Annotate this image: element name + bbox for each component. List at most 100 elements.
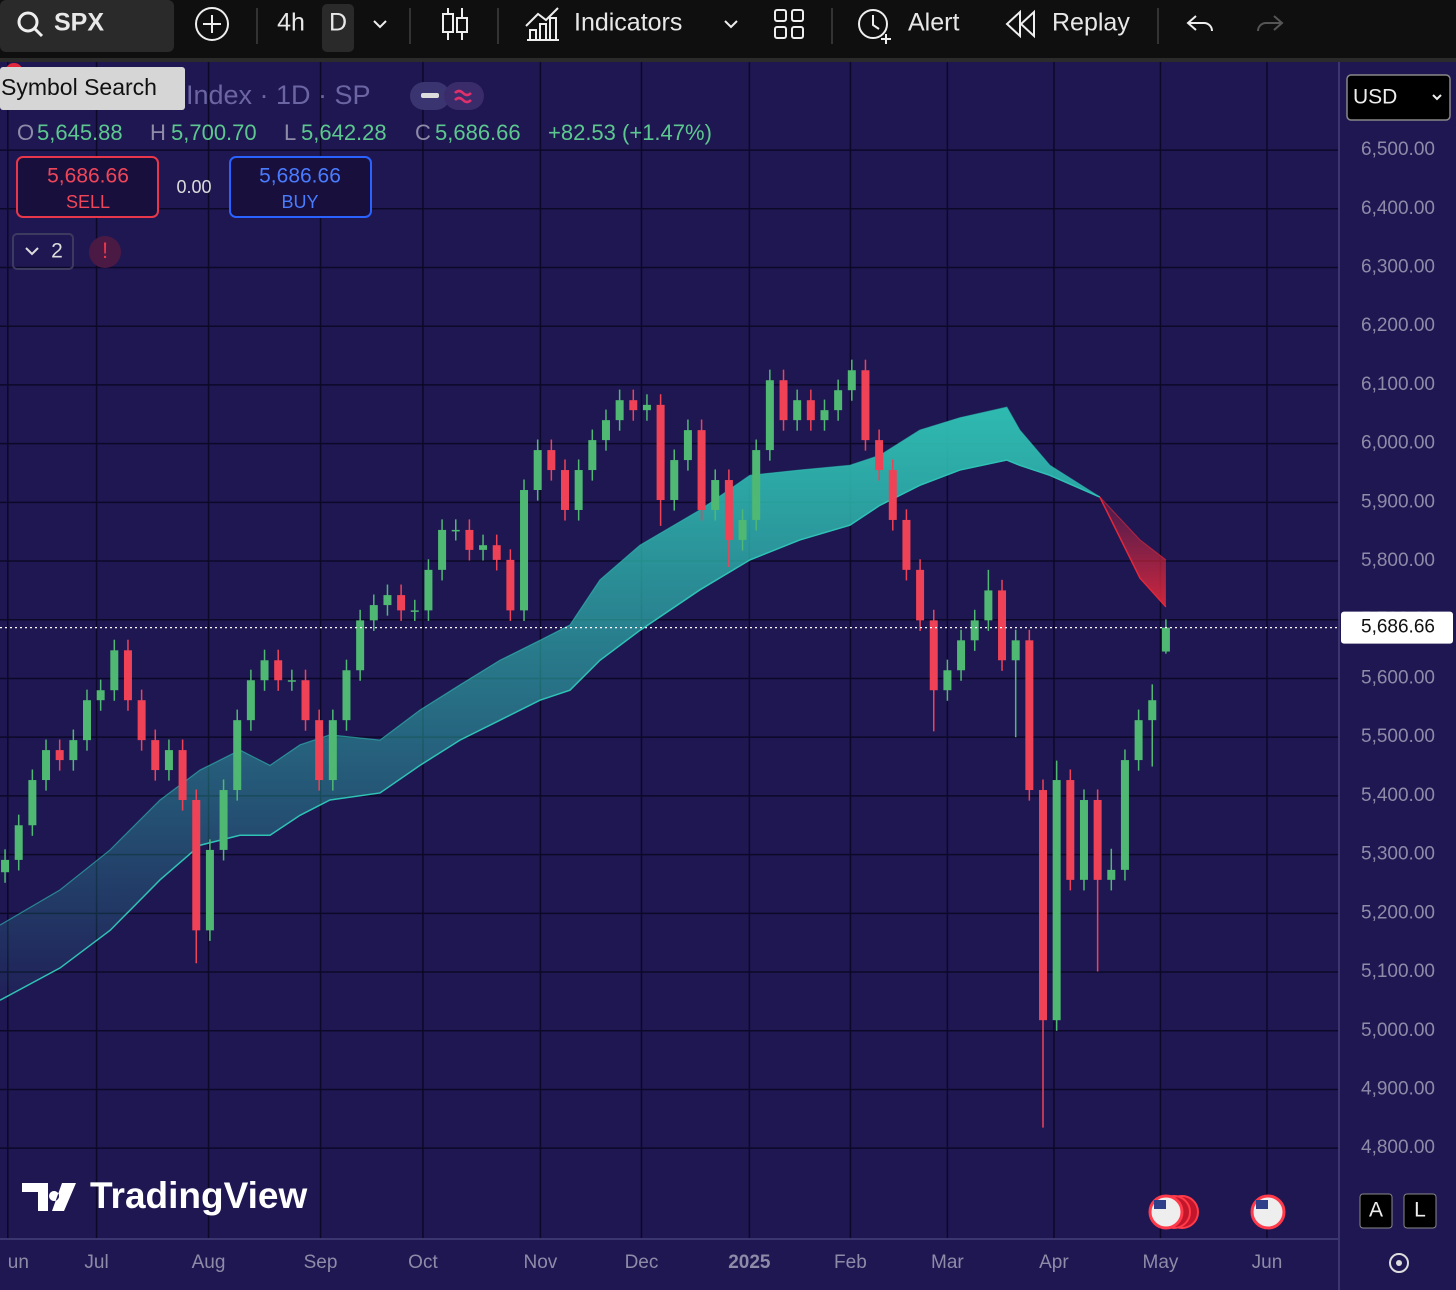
indicators-toggle[interactable] — [12, 233, 74, 270]
candle-body — [683, 430, 692, 461]
candle-body — [315, 720, 324, 781]
x-tick-label: Feb — [834, 1252, 867, 1273]
currency: USD — [1353, 86, 1397, 109]
redo-button[interactable] — [1257, 15, 1284, 32]
candle-body — [793, 400, 802, 421]
warning-badge[interactable] — [89, 236, 121, 268]
y-tick-label: 5,600.00 — [1361, 667, 1435, 688]
sell-label: SELL — [66, 192, 110, 212]
ohlc-label: O — [17, 120, 34, 145]
candle-body — [806, 400, 815, 421]
tv-logo — [22, 1183, 76, 1211]
y-tick-label: 4,800.00 — [1361, 1137, 1435, 1158]
replay-icon[interactable] — [1005, 9, 1035, 39]
candle-body — [28, 780, 37, 826]
candle-body — [438, 529, 447, 570]
candle-body — [1107, 869, 1116, 880]
candle-body — [246, 680, 255, 721]
sell-button[interactable] — [16, 156, 159, 218]
interval-button[interactable]: D — [329, 9, 347, 37]
indicators-icon[interactable] — [525, 7, 559, 41]
legend-title[interactable]: Index · 1D · SP — [186, 80, 371, 110]
indicators-dropdown[interactable] — [724, 20, 738, 29]
chevron — [25, 247, 39, 256]
candle-body — [424, 569, 433, 611]
candle-body — [55, 750, 64, 761]
ohlc-value: 5,686.66 — [435, 120, 521, 145]
y-tick-label: 6,100.00 — [1361, 374, 1435, 395]
candle-body — [1148, 700, 1157, 721]
y-tick-label: 5,300.00 — [1361, 844, 1435, 865]
candle-body — [219, 790, 228, 850]
replay-button[interactable]: Replay — [1052, 9, 1130, 37]
symbol-search-box[interactable] — [0, 0, 174, 52]
last-price-box — [1341, 611, 1453, 644]
candle-body — [984, 590, 993, 621]
interval-button[interactable]: 4h — [277, 9, 305, 37]
y-tick-label: 5,900.00 — [1361, 491, 1435, 512]
candle-body — [96, 690, 105, 701]
layout-icon[interactable] — [774, 9, 804, 39]
x-tick-label: Aug — [192, 1252, 226, 1273]
alert-icon[interactable] — [858, 9, 888, 39]
y-tick-label: 5,100.00 — [1361, 961, 1435, 982]
interval-selected[interactable] — [322, 4, 354, 52]
auto-scale-button[interactable] — [1359, 1193, 1393, 1229]
candle-body — [1011, 640, 1020, 661]
undo-button[interactable] — [1186, 15, 1213, 32]
projection-lower — [1099, 496, 1167, 608]
candle-body — [588, 440, 597, 471]
candle-body — [888, 470, 897, 520]
watermark[interactable]: TradingView — [90, 1175, 307, 1216]
alert-button[interactable]: Alert — [908, 9, 959, 37]
projection-fill — [1099, 497, 1166, 607]
candle-body — [642, 404, 651, 411]
candle-body — [274, 660, 283, 681]
candle-body — [1, 859, 10, 873]
candle-body — [820, 410, 829, 421]
currency-selector[interactable] — [1346, 74, 1451, 121]
candle-body — [479, 545, 488, 550]
event-markers[interactable] — [1148, 1194, 1286, 1230]
candle-body — [14, 825, 23, 860]
x-tick-label: Nov — [524, 1252, 558, 1273]
interval-dropdown[interactable] — [373, 20, 387, 29]
y-tick-label: 6,000.00 — [1361, 433, 1435, 454]
candle-body — [615, 400, 624, 421]
ohlc-label: C — [415, 120, 431, 145]
search-icon — [33, 27, 44, 38]
y-tick-label: 6,500.00 — [1361, 139, 1435, 160]
ohlc-value: 5,642.28 — [301, 120, 387, 145]
legend-pill-icon — [421, 93, 439, 98]
candle-body — [711, 480, 720, 510]
candle-body — [301, 680, 310, 721]
log-scale-button[interactable] — [1403, 1193, 1437, 1229]
projection-upper — [1099, 496, 1167, 561]
candle-body — [943, 670, 952, 691]
candle-body — [834, 390, 843, 411]
candle-body — [998, 590, 1007, 661]
candle-body — [1052, 780, 1061, 1021]
buy-button[interactable] — [229, 156, 372, 218]
settings-button[interactable] — [1389, 1253, 1409, 1273]
add-symbol-button[interactable] — [195, 7, 229, 41]
toolbar-divider — [0, 58, 1456, 62]
candle-body — [356, 620, 365, 671]
symbol[interactable]: SPX — [54, 9, 104, 37]
indicators-button[interactable]: Indicators — [574, 9, 682, 37]
candle-body — [916, 569, 925, 621]
axes: 4,800.00 4,900.00 5,000.00 5,100.00 5,200.00… — [8, 139, 1453, 1273]
candle-body — [1161, 627, 1170, 652]
candle-body — [1079, 800, 1088, 880]
x-tick-label: Jul — [84, 1252, 108, 1273]
candle-body — [465, 529, 474, 550]
candle-body — [451, 529, 460, 532]
candle-body — [1066, 780, 1075, 880]
y-tick-label: 6,200.00 — [1361, 315, 1435, 336]
ohlc-label: H — [150, 120, 166, 145]
candle-body — [520, 490, 529, 611]
legend-pill[interactable] — [444, 82, 484, 110]
candle-body — [110, 650, 119, 691]
